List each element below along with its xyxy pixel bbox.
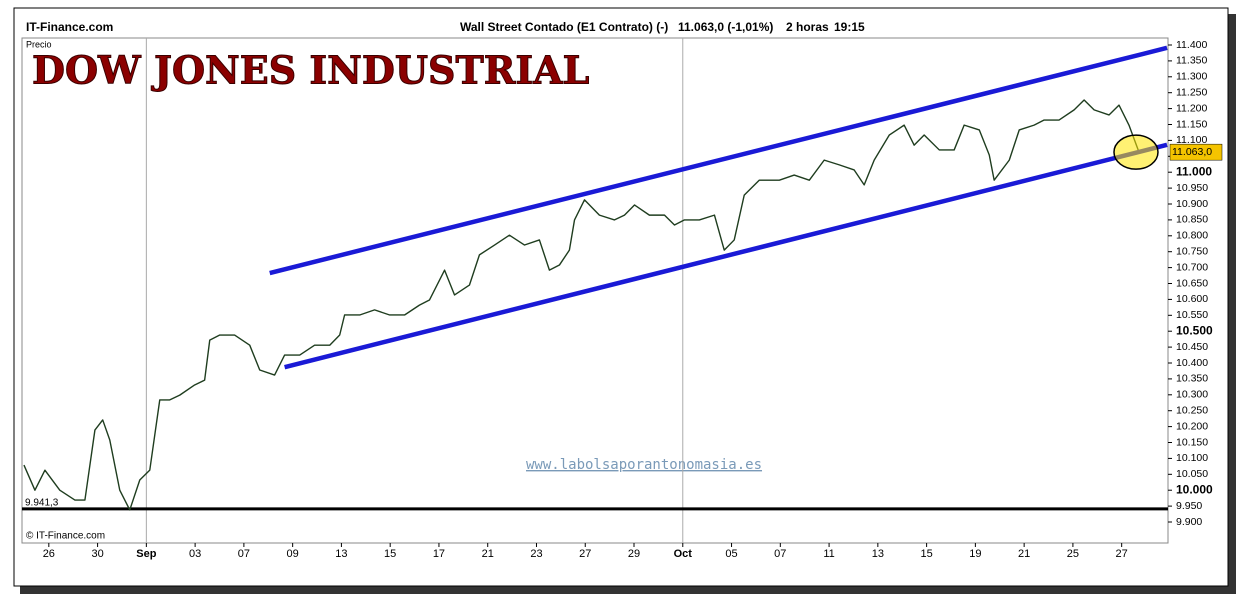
x-tick-label: 17 <box>433 548 445 560</box>
x-tick-label: 09 <box>287 548 299 560</box>
x-tick-label: 27 <box>1116 548 1128 560</box>
copyright: © IT-Finance.com <box>26 531 105 542</box>
y-tick-label: 10.850 <box>1176 214 1208 226</box>
y-tick-label: 10.650 <box>1176 277 1208 289</box>
y-tick-label: 10.100 <box>1176 452 1208 464</box>
x-tick-label: 15 <box>920 548 932 560</box>
x-tick-label: Sep <box>136 548 156 560</box>
header: Wall Street Contado (E1 Contrato) (-) <box>460 20 668 34</box>
y-tick-label: 11.200 <box>1176 102 1207 114</box>
x-tick-label: 13 <box>335 548 347 560</box>
y-label: Precio <box>26 39 52 49</box>
support-label: 9.941,3 <box>25 498 59 509</box>
y-tick-label: 10.050 <box>1176 468 1208 480</box>
y-tick-label: 11.400 <box>1176 39 1207 51</box>
y-tick-label: 10.500 <box>1176 323 1213 337</box>
y-tick-label: 10.250 <box>1176 404 1208 416</box>
y-tick-label: 11.100 <box>1176 134 1207 146</box>
y-tick-label: 10.300 <box>1176 389 1208 401</box>
price-line <box>23 99 1140 511</box>
source: IT-Finance.com <box>26 20 113 34</box>
x-tick-label: 30 <box>91 548 103 560</box>
x-tick-label: 07 <box>238 548 250 560</box>
y-tick-label: 10.750 <box>1176 245 1208 257</box>
y-tick-label: 11.000 <box>1176 164 1212 178</box>
x-tick-label: 27 <box>579 548 591 560</box>
y-tick-label: 11.150 <box>1176 118 1207 130</box>
x-tick-label: 15 <box>384 548 396 560</box>
x-tick-label: Oct <box>674 548 693 560</box>
x-tick-label: 29 <box>628 548 640 560</box>
y-tick-label: 11.350 <box>1176 55 1207 67</box>
y-tick-label: 10.350 <box>1176 373 1208 385</box>
y-tick-label: 10.150 <box>1176 436 1208 448</box>
trend-line <box>284 142 1168 370</box>
y-tick-label: 10.000 <box>1176 482 1213 496</box>
quote: 11.063,0 (-1,01%) <box>678 20 773 34</box>
x-tick-label: 23 <box>530 548 542 560</box>
highlight <box>1113 134 1159 170</box>
x-tick-label: 11 <box>823 548 834 560</box>
y-tick-label: 11.250 <box>1176 86 1207 98</box>
last-price-label: 11.063,0 <box>1172 146 1212 158</box>
x-tick-label: 03 <box>189 548 201 560</box>
x-tick-label: 07 <box>774 548 786 560</box>
y-tick-label: 10.950 <box>1176 182 1208 194</box>
chart-title: DOW JONES INDUSTRIAL <box>32 48 589 93</box>
watermark: www.labolsaporantonomasia.es <box>526 457 762 473</box>
last-price-box <box>1169 143 1223 161</box>
y-tick-label: 10.400 <box>1176 357 1208 369</box>
y-tick-label: 9.900 <box>1176 516 1202 528</box>
y-tick-label: 10.800 <box>1176 230 1208 242</box>
y-tick-label: 10.200 <box>1176 420 1208 432</box>
y-tick-label: 11.300 <box>1176 71 1207 83</box>
y-tick-label: 10.600 <box>1176 293 1208 305</box>
y-tick-label: 9.950 <box>1176 500 1202 512</box>
y-tick-label: 10.700 <box>1176 261 1208 273</box>
x-tick-label: 05 <box>725 548 737 560</box>
x-tick-label: 21 <box>1018 548 1030 560</box>
x-tick-label: 26 <box>43 548 55 560</box>
time: 19:15 <box>834 20 865 34</box>
x-tick-label: 25 <box>1067 548 1079 560</box>
y-tick-label: 10.900 <box>1176 198 1208 210</box>
y-tick-label: 10.450 <box>1176 341 1208 353</box>
x-tick-label: 13 <box>872 548 884 560</box>
x-tick-label: 21 <box>482 548 494 560</box>
interval: 2 horas <box>786 20 829 34</box>
x-tick-label: 19 <box>969 548 981 560</box>
trend-line <box>269 45 1168 276</box>
y-tick-label: 10.550 <box>1176 309 1208 321</box>
